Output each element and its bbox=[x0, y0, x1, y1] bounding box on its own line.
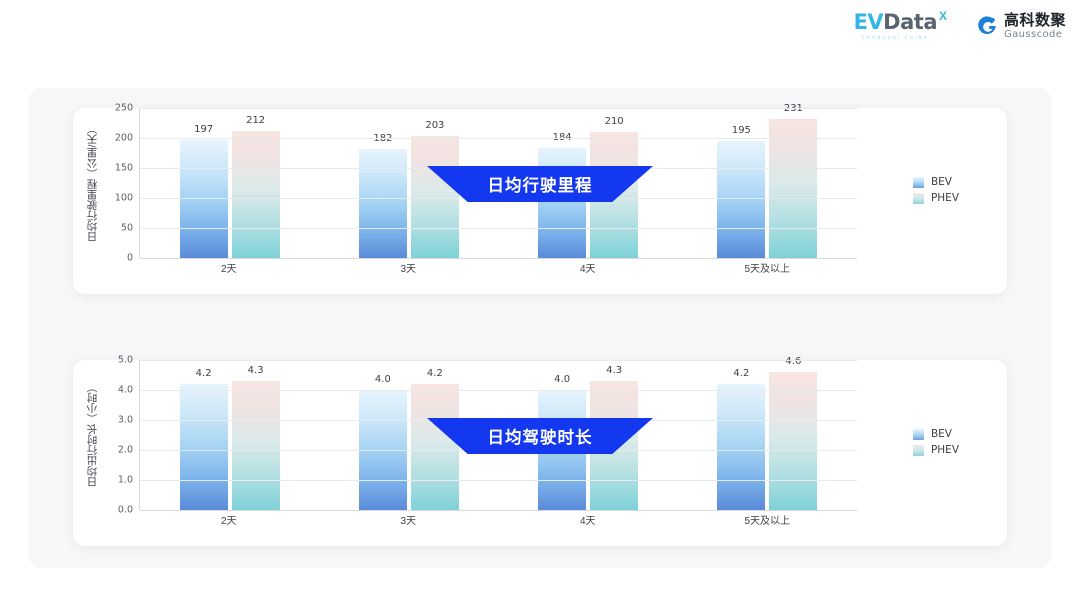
y-tick-label: 150 bbox=[114, 162, 133, 174]
legend-item-bev[interactable]: BEV bbox=[912, 428, 959, 440]
legend-swatch-icon bbox=[912, 192, 924, 204]
bar-bev[interactable]: 184 bbox=[538, 132, 587, 258]
bar-group: 4.2 4.3 bbox=[140, 360, 319, 510]
chart-card-daily-mileage: 日均行驶里程（公里/天） 0 50 100 150 200 250 197 212 182 20… bbox=[73, 103, 1007, 294]
chart-title-banner-2: 日均驾驶时长 bbox=[427, 418, 653, 454]
bar-value-label: 4.2 bbox=[733, 368, 750, 379]
y-axis-ticks: 0 50 100 150 200 250 bbox=[97, 103, 137, 264]
evdata-wordmark: EVData bbox=[853, 10, 938, 34]
y-tick-label: 1.0 bbox=[117, 474, 133, 486]
legend-label: PHEV bbox=[930, 192, 959, 204]
legend-item-phev[interactable]: PHEV bbox=[912, 444, 959, 456]
evdata-logo: EVData X SHANGHAI CHINA bbox=[853, 9, 947, 40]
bar-phev[interactable]: 4.2 bbox=[410, 368, 459, 510]
chart-legend: BEV PHEV bbox=[912, 176, 959, 208]
y-tick-label: 0.0 bbox=[117, 504, 133, 516]
bar-group: 197 212 bbox=[140, 108, 319, 258]
bar-value-label: 4.6 bbox=[785, 356, 802, 367]
y-tick-label: 2.0 bbox=[117, 444, 133, 456]
y-tick-label: 250 bbox=[114, 102, 133, 114]
y-axis-ticks: 0.0 1.0 2.0 3.0 4.0 5.0 bbox=[97, 355, 137, 516]
bar-value-label: 4.2 bbox=[426, 368, 443, 379]
bar-value-label: 4.2 bbox=[195, 368, 212, 379]
bar-value-label: 210 bbox=[604, 116, 624, 127]
gausscode-mark-icon bbox=[978, 16, 996, 35]
bar-bev[interactable]: 195 bbox=[717, 125, 766, 258]
y-tick-label: 100 bbox=[114, 192, 133, 204]
bar-phev[interactable]: 4.3 bbox=[231, 365, 280, 510]
x-axis-label: 2天 bbox=[220, 264, 237, 275]
legend-swatch-icon bbox=[912, 176, 924, 188]
gridline bbox=[140, 228, 857, 229]
x-axis-label: 3天 bbox=[400, 264, 417, 275]
bar-group: 4.2 4.6 bbox=[678, 356, 857, 510]
x-axis-label: 2天 bbox=[220, 516, 237, 527]
gridline bbox=[140, 510, 857, 511]
bar-groups: 197 212 182 203 184 210 195 231 bbox=[140, 103, 857, 258]
logo-row: EVData X SHANGHAI CHINA 高科数聚 Gausscode bbox=[853, 9, 1066, 40]
y-tick-label: 200 bbox=[114, 132, 133, 144]
bar-value-label: 184 bbox=[553, 132, 572, 143]
bar-value-label: 212 bbox=[246, 114, 266, 126]
y-tick-label: 5.0 bbox=[117, 354, 133, 366]
page-header: EVData X SHANGHAI CHINA 高科数聚 Gausscode bbox=[0, 0, 1080, 58]
content-panel: 日均行驶里程（公里/天） 0 50 100 150 200 250 197 212 182 20… bbox=[28, 88, 1052, 568]
chart-legend: BEV PHEV bbox=[912, 428, 959, 460]
y-tick-label: 4.0 bbox=[117, 384, 133, 396]
bar-value-label: 4.0 bbox=[374, 374, 391, 385]
y-tick-label: 0 bbox=[126, 252, 133, 264]
legend-label: BEV bbox=[930, 428, 952, 440]
bar-group: 184 210 bbox=[499, 108, 678, 258]
y-tick-label: 3.0 bbox=[117, 414, 133, 426]
legend-item-bev[interactable]: BEV bbox=[912, 176, 959, 188]
legend-swatch-icon bbox=[912, 428, 924, 440]
bar-bev[interactable]: 182 bbox=[358, 133, 407, 258]
gausscode-logo: 高科数聚 Gausscode bbox=[976, 13, 1066, 40]
evdata-data-text: Data bbox=[883, 10, 937, 34]
chart-title-banner-1: 日均行驶里程 bbox=[427, 166, 653, 202]
gridline bbox=[140, 480, 857, 481]
x-axis-label: 3天 bbox=[400, 516, 417, 527]
bar-value-label: 195 bbox=[731, 125, 751, 136]
gausscode-cn-name: 高科数聚 bbox=[1003, 11, 1066, 29]
gridline bbox=[140, 390, 857, 391]
y-tick-label: 50 bbox=[120, 222, 133, 234]
evdata-sub-text: SHANGHAI CHINA bbox=[862, 35, 929, 40]
x-axis-label: 4天 bbox=[579, 516, 596, 527]
x-axis-labels: 2天 3天 4天 5天及以上 bbox=[139, 512, 857, 532]
bar-value-label: 197 bbox=[194, 123, 214, 135]
bar-value-label: 203 bbox=[425, 120, 445, 132]
bar-phev[interactable]: 203 bbox=[410, 120, 459, 258]
plot-area: 197 212 182 203 184 210 195 231 bbox=[139, 103, 857, 259]
gausscode-en-name: Gausscode bbox=[1003, 28, 1063, 40]
evdata-superscript-x: X bbox=[938, 9, 947, 23]
x-axis-label: 5天及以上 bbox=[744, 516, 791, 527]
bar-phev[interactable]: 231 bbox=[769, 103, 818, 258]
plot-daily-mileage: 日均行驶里程（公里/天） 0 50 100 150 200 250 197 212 182 20… bbox=[73, 103, 1007, 294]
bar-value-label: 4.0 bbox=[554, 374, 571, 385]
evdata-ev-text: EV bbox=[853, 10, 884, 34]
gridline bbox=[140, 258, 857, 259]
bar-value-label: 4.3 bbox=[247, 365, 264, 376]
legend-item-phev[interactable]: PHEV bbox=[912, 192, 959, 204]
legend-swatch-icon bbox=[912, 444, 924, 456]
legend-label: BEV bbox=[930, 176, 952, 188]
gridline bbox=[140, 108, 857, 109]
x-axis-label: 4天 bbox=[579, 264, 596, 275]
bar-group: 182 203 bbox=[319, 108, 498, 258]
bar-group: 195 231 bbox=[678, 103, 857, 258]
bar-bev[interactable]: 4.2 bbox=[179, 368, 228, 510]
bar-bev[interactable]: 4.2 bbox=[717, 368, 766, 510]
x-axis-label: 5天及以上 bbox=[744, 264, 791, 275]
gausscode-text: 高科数聚 Gausscode bbox=[1004, 13, 1066, 40]
bar-phev[interactable]: 4.6 bbox=[769, 356, 818, 510]
x-axis-labels: 2天 3天 4天 5天及以上 bbox=[139, 260, 857, 280]
gridline bbox=[140, 138, 857, 139]
legend-label: PHEV bbox=[930, 444, 959, 456]
gridline bbox=[140, 360, 857, 361]
bar-value-label: 4.3 bbox=[606, 365, 623, 376]
bar-phev[interactable]: 212 bbox=[231, 115, 280, 258]
